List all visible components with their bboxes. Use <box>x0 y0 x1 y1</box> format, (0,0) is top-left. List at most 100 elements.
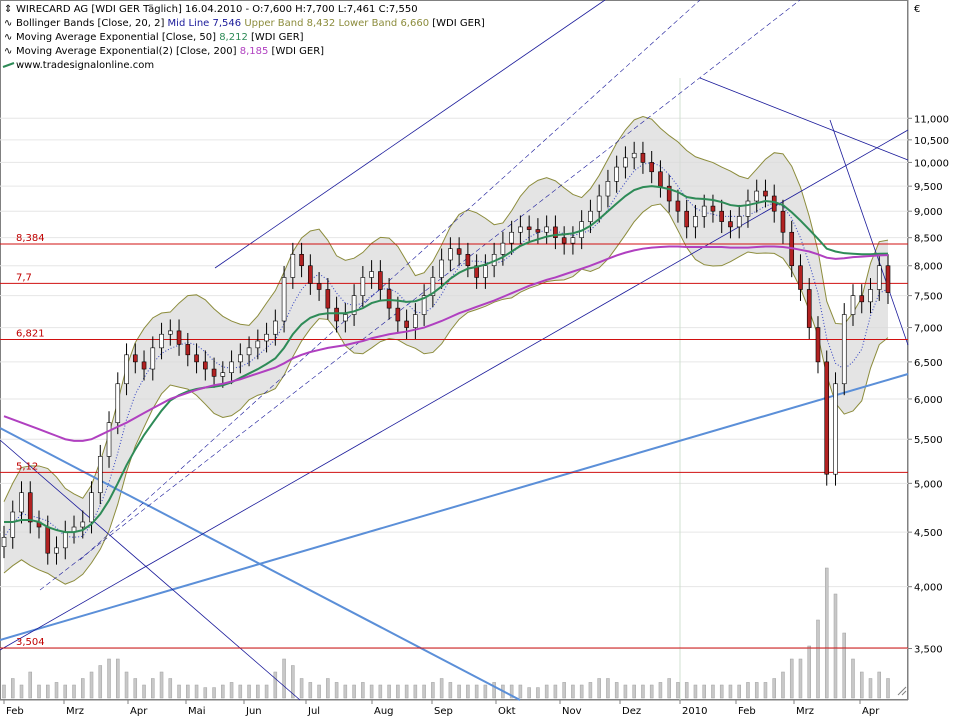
candle-body <box>850 295 856 315</box>
candle-body <box>885 265 891 293</box>
volume-bar <box>527 687 531 699</box>
volume-bar <box>693 684 698 699</box>
candle-body <box>456 248 462 255</box>
candle-body <box>273 320 278 335</box>
candle-body <box>474 265 479 278</box>
x-tick-label: Jun <box>245 706 262 717</box>
y-tick-label: 9,500 <box>914 182 943 193</box>
volume-bar <box>177 684 181 699</box>
volume-bar <box>387 684 391 699</box>
candle-body <box>185 344 191 356</box>
candle-body <box>80 521 86 528</box>
volume-bar <box>606 678 610 699</box>
ema50-line <box>4 185 889 534</box>
volume-bar <box>369 684 374 699</box>
candle-body <box>570 237 576 244</box>
candle-body <box>430 277 436 296</box>
volume-bar <box>247 684 251 699</box>
candle-body <box>150 347 156 370</box>
volume-bar <box>299 678 304 699</box>
volume-bar <box>483 684 488 699</box>
volume-bar <box>571 684 575 699</box>
candle-body <box>561 237 567 244</box>
x-axis-labels: Feb Mrz Apr Mai Jun Jul Aug Sep Okt Nov Dez 2010 Feb… <box>3 700 880 717</box>
candle-body <box>658 171 663 187</box>
volume-bar <box>851 658 855 699</box>
candle-body <box>360 277 366 296</box>
channel-line <box>0 129 909 651</box>
candle-body <box>378 271 383 290</box>
volume-bar <box>676 682 680 699</box>
level-label: 3,504 <box>16 637 45 648</box>
volume-bar <box>54 682 59 699</box>
y-tick-label: 10,000 <box>914 158 949 169</box>
candle-body <box>124 354 129 385</box>
trendline-icon <box>2 62 15 68</box>
volume-bar <box>623 684 628 699</box>
candle-body <box>343 314 348 322</box>
volume-bar <box>649 684 654 699</box>
candle-body <box>736 216 742 228</box>
candle-body <box>369 271 374 278</box>
volume-bar <box>326 678 330 699</box>
channel-line <box>0 439 301 701</box>
volume-bar <box>72 684 76 699</box>
candle-body <box>833 383 838 475</box>
volume-bar <box>667 678 671 699</box>
candle-body <box>413 314 418 328</box>
candle-body <box>824 361 830 475</box>
x-tick-label: Okt <box>498 706 516 717</box>
volume-bar <box>728 684 733 699</box>
x-tick-label: 2010 <box>682 706 707 717</box>
source-url: www.tradesignalonline.com <box>16 60 154 71</box>
candle-body <box>255 340 261 349</box>
candle-body <box>815 327 821 363</box>
candle-body <box>798 265 803 290</box>
candle-body <box>605 181 611 197</box>
candle-body <box>19 492 24 513</box>
volume-bar <box>746 682 750 699</box>
x-tick-label: Apr <box>862 706 880 717</box>
volume-bar <box>273 671 278 699</box>
candle-body <box>10 511 16 538</box>
y-tick-label: 6,500 <box>914 358 943 369</box>
channel-line <box>214 0 606 269</box>
candle-body <box>1 537 7 547</box>
candle-body <box>553 226 558 238</box>
candle-body <box>176 330 182 345</box>
candle-body <box>693 216 698 228</box>
volume-bar <box>19 684 24 699</box>
volume-bar <box>579 684 584 699</box>
volume-bar <box>334 682 339 699</box>
candle-body <box>710 205 716 212</box>
candle-body <box>806 289 812 328</box>
candle-body <box>500 242 506 255</box>
candle-body <box>159 333 164 349</box>
candle-body <box>780 210 786 233</box>
volume-bar <box>789 658 794 699</box>
volume-bar <box>877 671 881 699</box>
candle-body <box>229 361 234 373</box>
candle-body <box>316 283 322 290</box>
channel-line-dashed <box>79 0 701 561</box>
volume-bar <box>81 678 85 699</box>
ema200-line <box>3 245 889 442</box>
candle-body <box>465 254 471 267</box>
channel-line-dashed <box>39 0 801 591</box>
volume-bar <box>221 684 225 699</box>
x-tick-label: Jul <box>307 706 320 717</box>
bollinger-fill <box>4 116 888 585</box>
volume-bars <box>2 567 890 699</box>
y-tick-label: 4,500 <box>914 528 943 539</box>
volume-bar <box>457 684 461 699</box>
x-tick-label: Aug <box>374 706 394 717</box>
candle-body <box>334 307 339 322</box>
volume-bar <box>361 682 365 699</box>
resize-grip-icon[interactable] <box>897 686 907 696</box>
volume-bar <box>343 684 348 699</box>
x-tick-label: Mrz <box>796 706 814 717</box>
volume-bar <box>868 678 873 699</box>
volume-bar <box>833 593 838 699</box>
volume-bar <box>763 682 768 699</box>
